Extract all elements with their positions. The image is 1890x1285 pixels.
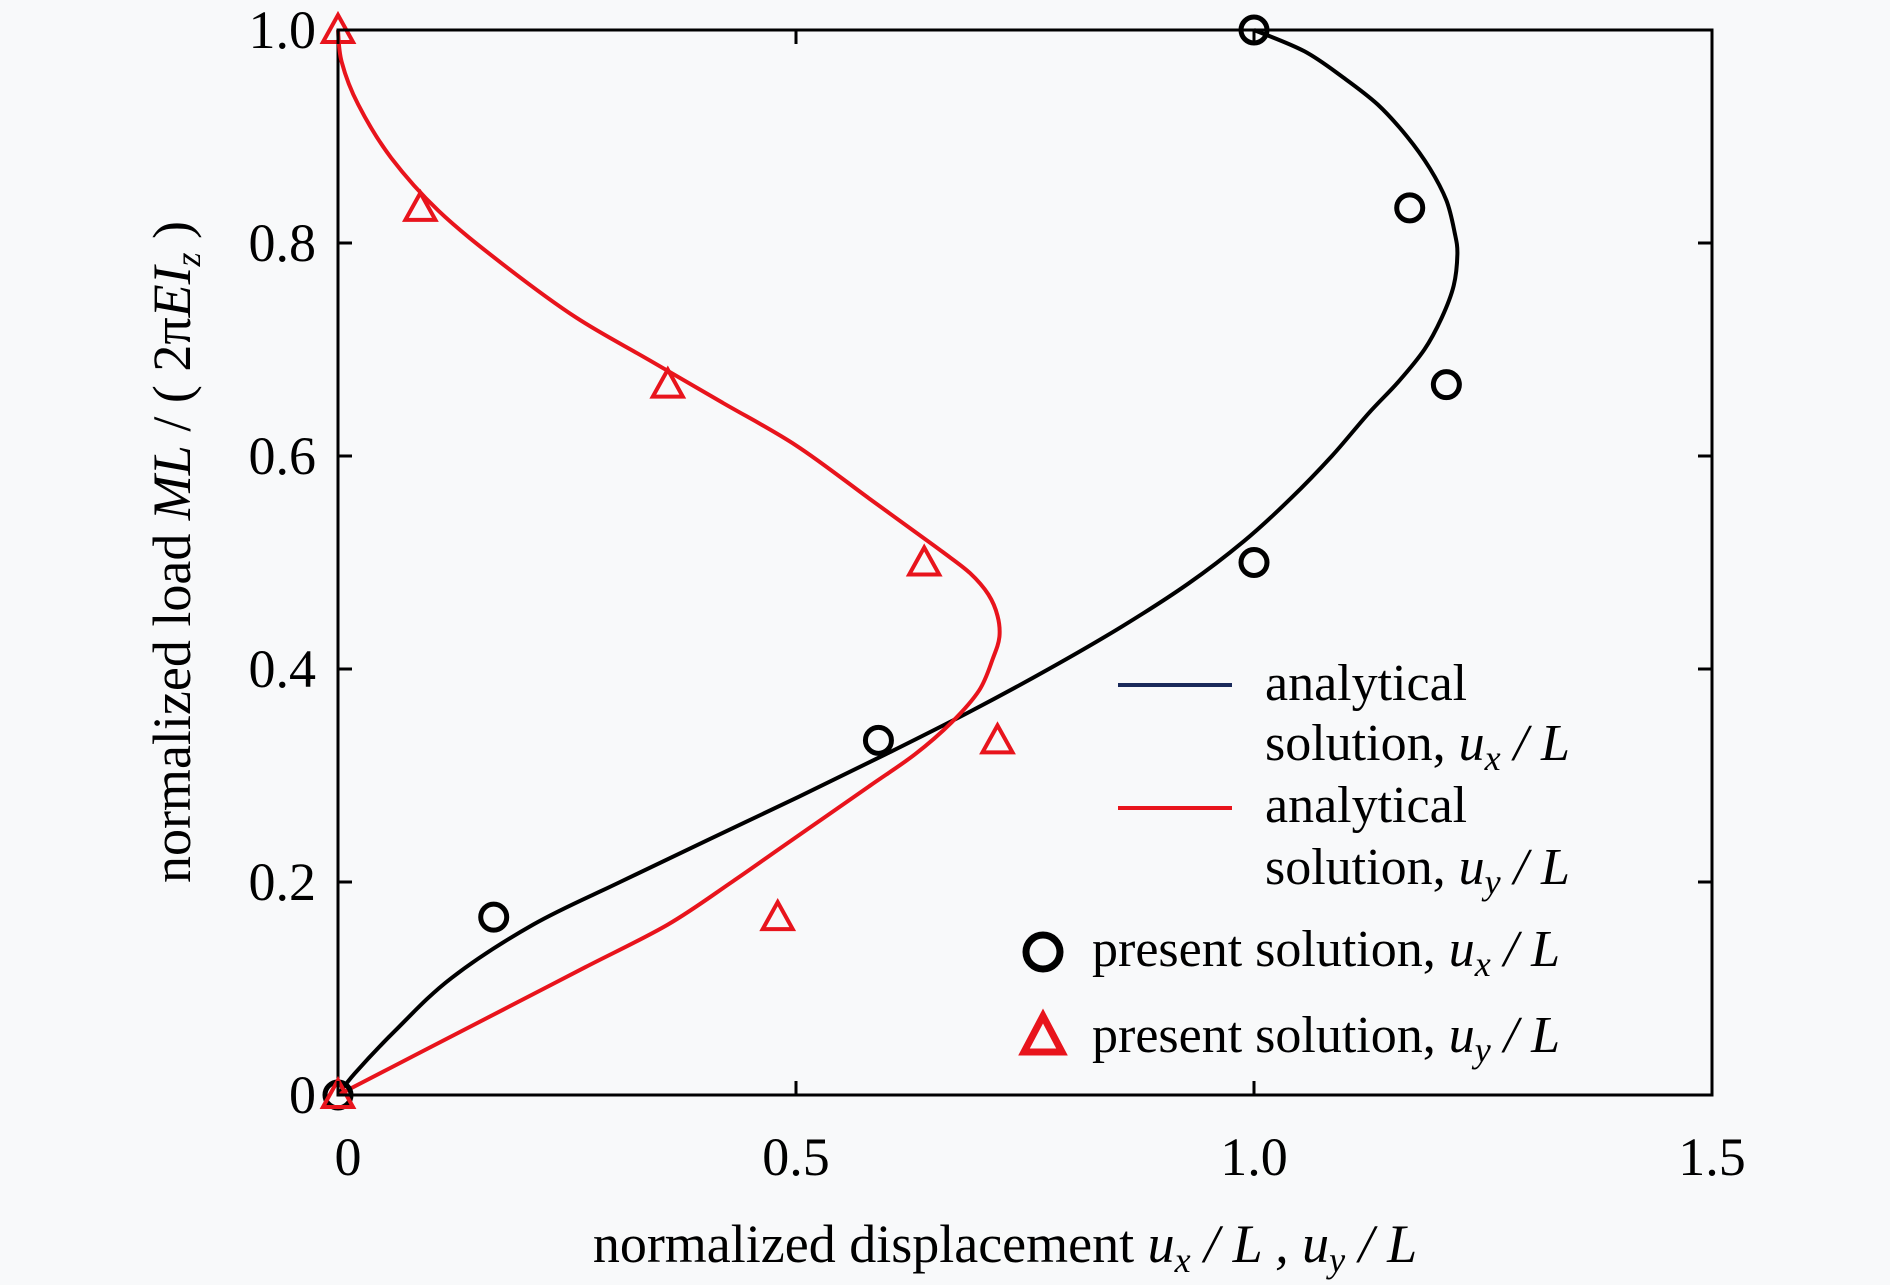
y-tick-label: 0.6 [249,426,317,486]
y-tick-label: 0.2 [249,852,317,912]
legend-item-present-uy: present solution, uy / L [1018,1007,1560,1070]
data-point-triangle [905,543,943,577]
data-point-circle [1430,369,1462,401]
data-point-triangle [979,721,1016,755]
legend-label-analytical-ux-line2: solution, ux / L [1265,715,1570,778]
legend-label-present-uy: present solution, uy / L [1092,1007,1560,1070]
legend-swatch-triangle-marker [1018,1008,1068,1056]
axis-ticks: 0 0.5 1.0 1.5 0 0.2 0.4 0.6 0.8 1.0 [249,0,1746,1187]
y-tick-label: 0.8 [249,213,317,273]
data-point-triangle [649,365,687,399]
data-point-circle [862,724,894,756]
data-point-triangle [759,897,797,932]
legend-swatch-circle-marker [1022,931,1064,973]
series-line-1 [336,29,1002,1097]
legend-label-analytical-uy-line1: analytical [1265,777,1467,834]
legend-item-analytical-ux: analytical solution, ux / L [1118,655,1570,778]
y-axis-label: normalized load ML / ( 2πEIz ) [142,221,208,883]
x-tick-label: 1.5 [1678,1127,1746,1187]
legend-label-analytical-uy-line2: solution, uy / L [1265,839,1570,902]
legend-item-present-ux: present solution, ux / L [1022,921,1560,984]
legend-item-analytical-uy: analytical solution, uy / L [1118,777,1570,902]
series-line-0 [336,28,1460,1097]
data-point-circle [478,901,510,933]
legend-label-analytical-ux-line1: analytical [1265,655,1467,712]
x-tick-label: 1.0 [1220,1127,1288,1187]
data-point-circle [1394,192,1426,224]
plot-frame [336,28,1714,1097]
data-point-triangle [402,188,439,222]
y-tick-label: 0.4 [249,639,317,699]
x-tick-label: 0 [335,1127,362,1187]
data-point-circle [1238,547,1270,578]
x-tick-label: 0.5 [762,1127,830,1187]
y-tick-label: 0 [289,1065,316,1125]
x-axis-label: normalized displacement ux / L , uy / L [593,1214,1417,1280]
legend: analytical solution, ux / L analytical s… [1018,655,1570,1070]
y-tick-label: 1.0 [249,0,317,60]
legend-label-present-ux: present solution, ux / L [1092,921,1560,984]
